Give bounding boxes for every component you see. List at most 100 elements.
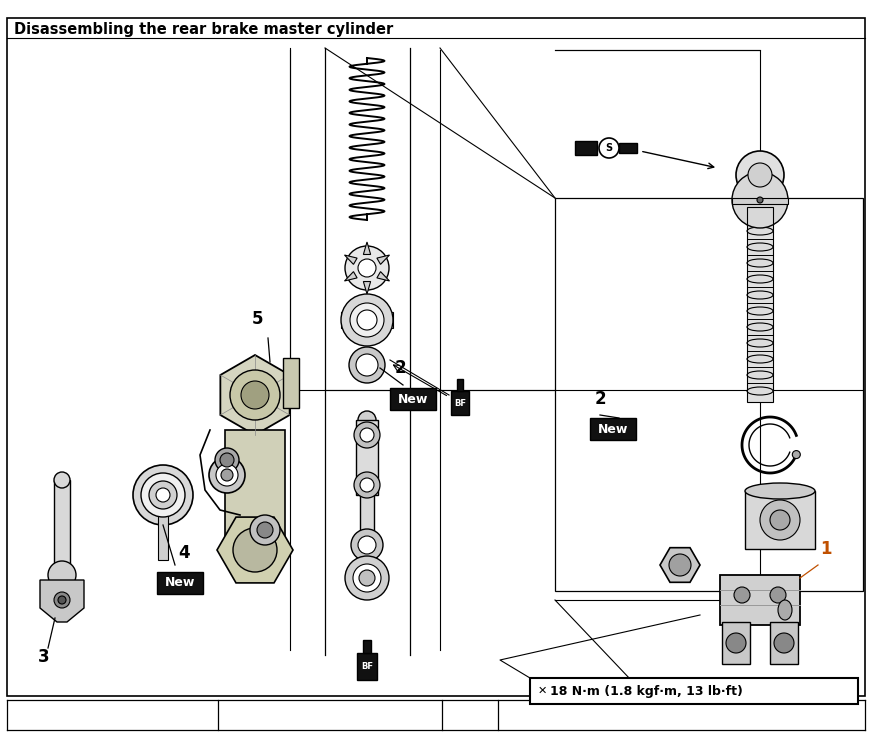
Polygon shape: [344, 272, 358, 281]
Ellipse shape: [747, 227, 773, 235]
Bar: [555, 198, 863, 591]
Text: 3: 3: [38, 648, 50, 666]
Circle shape: [734, 587, 750, 603]
Circle shape: [54, 592, 70, 608]
Bar: [225, 430, 285, 550]
Bar: [720, 575, 800, 625]
Circle shape: [669, 554, 691, 576]
Circle shape: [345, 246, 389, 290]
Ellipse shape: [747, 259, 773, 267]
Polygon shape: [660, 548, 700, 582]
Circle shape: [599, 138, 619, 158]
Bar: [590, 418, 636, 440]
Text: New: New: [165, 576, 195, 590]
Circle shape: [748, 163, 772, 187]
Circle shape: [215, 448, 239, 472]
Bar: [357, 654, 378, 680]
Bar: [747, 207, 773, 402]
Polygon shape: [377, 255, 390, 265]
Circle shape: [48, 561, 76, 589]
Ellipse shape: [778, 600, 792, 620]
Ellipse shape: [747, 211, 773, 219]
Circle shape: [350, 303, 384, 337]
Circle shape: [341, 294, 393, 346]
Bar: [747, 207, 773, 402]
Bar: [530, 678, 858, 704]
Bar: [364, 640, 371, 654]
Ellipse shape: [747, 243, 773, 251]
Circle shape: [736, 151, 784, 199]
Text: 2: 2: [395, 359, 406, 377]
Polygon shape: [40, 580, 84, 622]
Circle shape: [233, 528, 277, 572]
Bar: [54, 480, 70, 570]
Bar: [575, 141, 597, 155]
Circle shape: [209, 457, 245, 493]
Bar: [356, 420, 378, 495]
Text: 1: 1: [820, 540, 832, 558]
Circle shape: [250, 515, 280, 545]
Ellipse shape: [745, 483, 815, 499]
Text: ✕: ✕: [538, 686, 548, 696]
Bar: [745, 491, 815, 549]
Circle shape: [793, 450, 800, 458]
Circle shape: [349, 347, 385, 383]
Text: 4: 4: [178, 544, 189, 562]
Text: 18 N·m (1.8 kgf·m, 13 lb·ft): 18 N·m (1.8 kgf·m, 13 lb·ft): [550, 685, 743, 697]
Ellipse shape: [747, 371, 773, 379]
Circle shape: [760, 500, 800, 540]
Circle shape: [351, 529, 383, 561]
Circle shape: [354, 472, 380, 498]
Text: 2: 2: [595, 390, 607, 408]
Bar: [360, 495, 374, 535]
Circle shape: [358, 411, 376, 429]
Bar: [457, 380, 463, 391]
Circle shape: [257, 522, 273, 538]
Circle shape: [241, 381, 269, 409]
Circle shape: [216, 464, 238, 486]
Circle shape: [345, 556, 389, 600]
Polygon shape: [221, 355, 290, 435]
Circle shape: [354, 422, 380, 448]
Circle shape: [353, 564, 381, 592]
Circle shape: [770, 510, 790, 530]
Polygon shape: [344, 255, 358, 265]
Text: BF: BF: [361, 663, 373, 671]
Ellipse shape: [747, 339, 773, 347]
Bar: [722, 622, 750, 664]
Ellipse shape: [747, 323, 773, 331]
Bar: [157, 572, 203, 594]
Text: New: New: [398, 393, 428, 405]
Bar: [619, 143, 637, 153]
Circle shape: [156, 488, 170, 502]
Circle shape: [141, 473, 185, 517]
Polygon shape: [377, 272, 390, 281]
Circle shape: [221, 469, 233, 481]
Circle shape: [359, 570, 375, 586]
Bar: [770, 622, 798, 664]
Ellipse shape: [747, 291, 773, 299]
Bar: [341, 312, 393, 328]
Circle shape: [358, 536, 376, 554]
Bar: [732, 198, 788, 204]
Circle shape: [774, 633, 794, 653]
Ellipse shape: [747, 387, 773, 395]
Circle shape: [770, 587, 786, 603]
Circle shape: [133, 465, 193, 525]
Bar: [158, 510, 168, 560]
Circle shape: [54, 472, 70, 488]
Polygon shape: [217, 517, 293, 583]
Circle shape: [58, 596, 66, 604]
Bar: [451, 391, 469, 415]
Text: New: New: [598, 422, 628, 436]
Bar: [283, 358, 299, 408]
Ellipse shape: [747, 307, 773, 315]
Text: BF: BF: [454, 399, 466, 408]
Circle shape: [230, 370, 280, 420]
Circle shape: [356, 354, 378, 376]
Circle shape: [360, 428, 374, 442]
Circle shape: [732, 172, 788, 228]
Text: Disassembling the rear brake master cylinder: Disassembling the rear brake master cyli…: [14, 22, 393, 37]
Bar: [390, 388, 436, 410]
Polygon shape: [364, 242, 371, 254]
